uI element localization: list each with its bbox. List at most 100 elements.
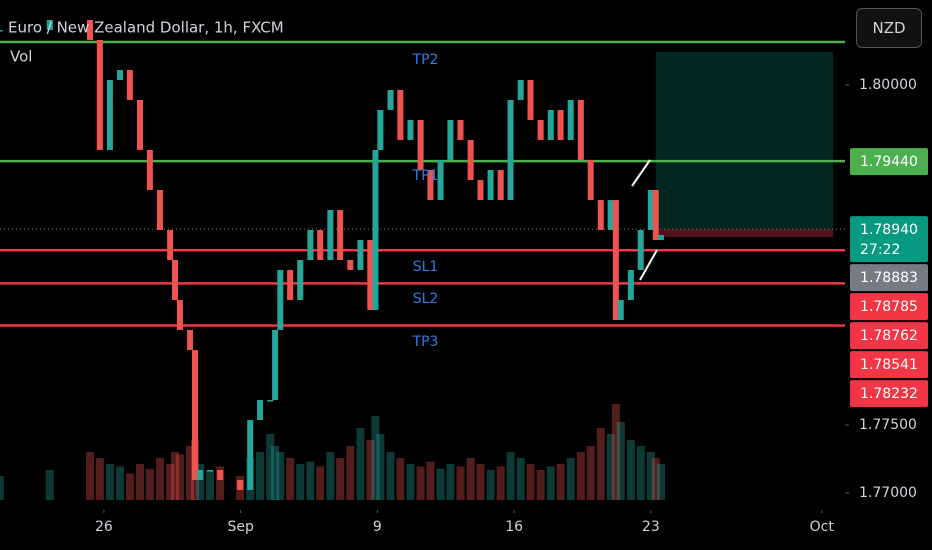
- price-tag-label: 1.78883: [860, 270, 918, 286]
- candle: [197, 470, 204, 480]
- price-tag-label: 1.78785: [860, 299, 918, 315]
- volume-bar: [526, 464, 535, 500]
- volume-bar: [516, 458, 525, 500]
- volume-bar: [611, 404, 620, 500]
- candle: [497, 170, 504, 201]
- candle: [86, 19, 93, 40]
- candle: [467, 139, 474, 181]
- plot-area: [0, 19, 845, 500]
- volume-bar: [396, 458, 405, 500]
- countdown-label: 27:22: [860, 242, 900, 258]
- candle: [237, 479, 244, 491]
- x-tick-label: Oct: [810, 519, 835, 535]
- candle: [327, 209, 334, 261]
- volume-bar: [456, 466, 465, 500]
- volume-bar: [166, 464, 175, 500]
- x-tick-label: Sep: [227, 519, 254, 535]
- price-tag-label: 1.78762: [860, 328, 918, 344]
- candle: [377, 110, 384, 151]
- candle: [357, 240, 364, 270]
- candle: [277, 269, 284, 330]
- price-tag-label: 1.78541: [860, 357, 918, 373]
- candle: [367, 240, 374, 310]
- candle: [447, 119, 454, 160]
- currency-button[interactable]: NZD: [856, 8, 922, 48]
- volume-bar: [45, 470, 54, 500]
- volume-bar: [496, 466, 505, 500]
- volume-bar: [196, 464, 205, 500]
- candle: [172, 260, 179, 301]
- volume-bar: [171, 452, 180, 500]
- volume-bar: [416, 466, 425, 500]
- candle: [247, 419, 254, 491]
- volume-bar: [466, 458, 475, 500]
- volume-bar: [136, 464, 145, 500]
- volume-bar: [206, 470, 215, 500]
- volume-bar: [356, 428, 365, 500]
- candle: [417, 119, 424, 170]
- candle: [637, 229, 644, 270]
- volume-bar: [656, 464, 665, 500]
- candle: [407, 119, 414, 140]
- candle: [647, 189, 654, 230]
- volume-bar: [155, 458, 164, 500]
- candle: [517, 79, 524, 100]
- y-tick-label: 1.77000: [859, 485, 917, 501]
- candle: [156, 189, 163, 230]
- candle: [372, 150, 379, 310]
- x-tick-label: 23: [642, 519, 660, 535]
- candle: [487, 170, 494, 201]
- position-target-zone: [655, 51, 834, 230]
- volume-bar: [366, 440, 375, 500]
- candle: [537, 119, 544, 140]
- x-tick-label: 9: [373, 519, 382, 535]
- volume-bar: [276, 452, 285, 500]
- volume-bar: [476, 464, 485, 500]
- volume-bar: [271, 446, 280, 500]
- price-tag: [850, 380, 928, 408]
- volume-bar: [95, 458, 104, 500]
- candle: [567, 99, 574, 140]
- candle: [347, 260, 354, 270]
- candle: [217, 470, 224, 480]
- candle: [0, 30, 3, 32]
- price-tag-label: 1.79440: [860, 154, 918, 170]
- drawing-line: [639, 249, 658, 281]
- candle: [96, 39, 103, 151]
- level-annotation: TP1: [412, 168, 439, 184]
- candle: [267, 399, 274, 402]
- volume-bar: [596, 428, 605, 500]
- candle: [257, 399, 264, 420]
- volume-bar: [426, 461, 435, 500]
- candle: [427, 170, 434, 201]
- volume-bar: [296, 464, 305, 500]
- candle: [597, 200, 604, 230]
- price-tag-label: 1.78940: [860, 222, 918, 238]
- volume-bar: [536, 470, 545, 500]
- volume-bar: [446, 464, 455, 500]
- volume-bar: [216, 466, 225, 500]
- level-annotation: SL1: [413, 259, 439, 275]
- volume-bar: [326, 452, 335, 500]
- y-tick-label: 1.80000: [859, 77, 917, 93]
- volume-bar: [506, 452, 515, 500]
- volume-bar: [546, 466, 555, 500]
- candle: [627, 269, 634, 301]
- volume-bar: [626, 440, 635, 500]
- y-tick-label: 1.77500: [859, 417, 917, 433]
- candle: [207, 470, 214, 472]
- volume-bar: [436, 468, 445, 500]
- candle: [577, 99, 584, 160]
- volume-bar: [346, 446, 355, 500]
- candle: [617, 300, 624, 321]
- level-annotation: SL2: [413, 291, 439, 307]
- volume-bar: [0, 476, 4, 500]
- candle: [176, 300, 183, 330]
- volume-bar: [336, 458, 345, 500]
- candle: [337, 209, 344, 261]
- candle: [507, 99, 514, 201]
- level-annotation: TP3: [412, 334, 439, 350]
